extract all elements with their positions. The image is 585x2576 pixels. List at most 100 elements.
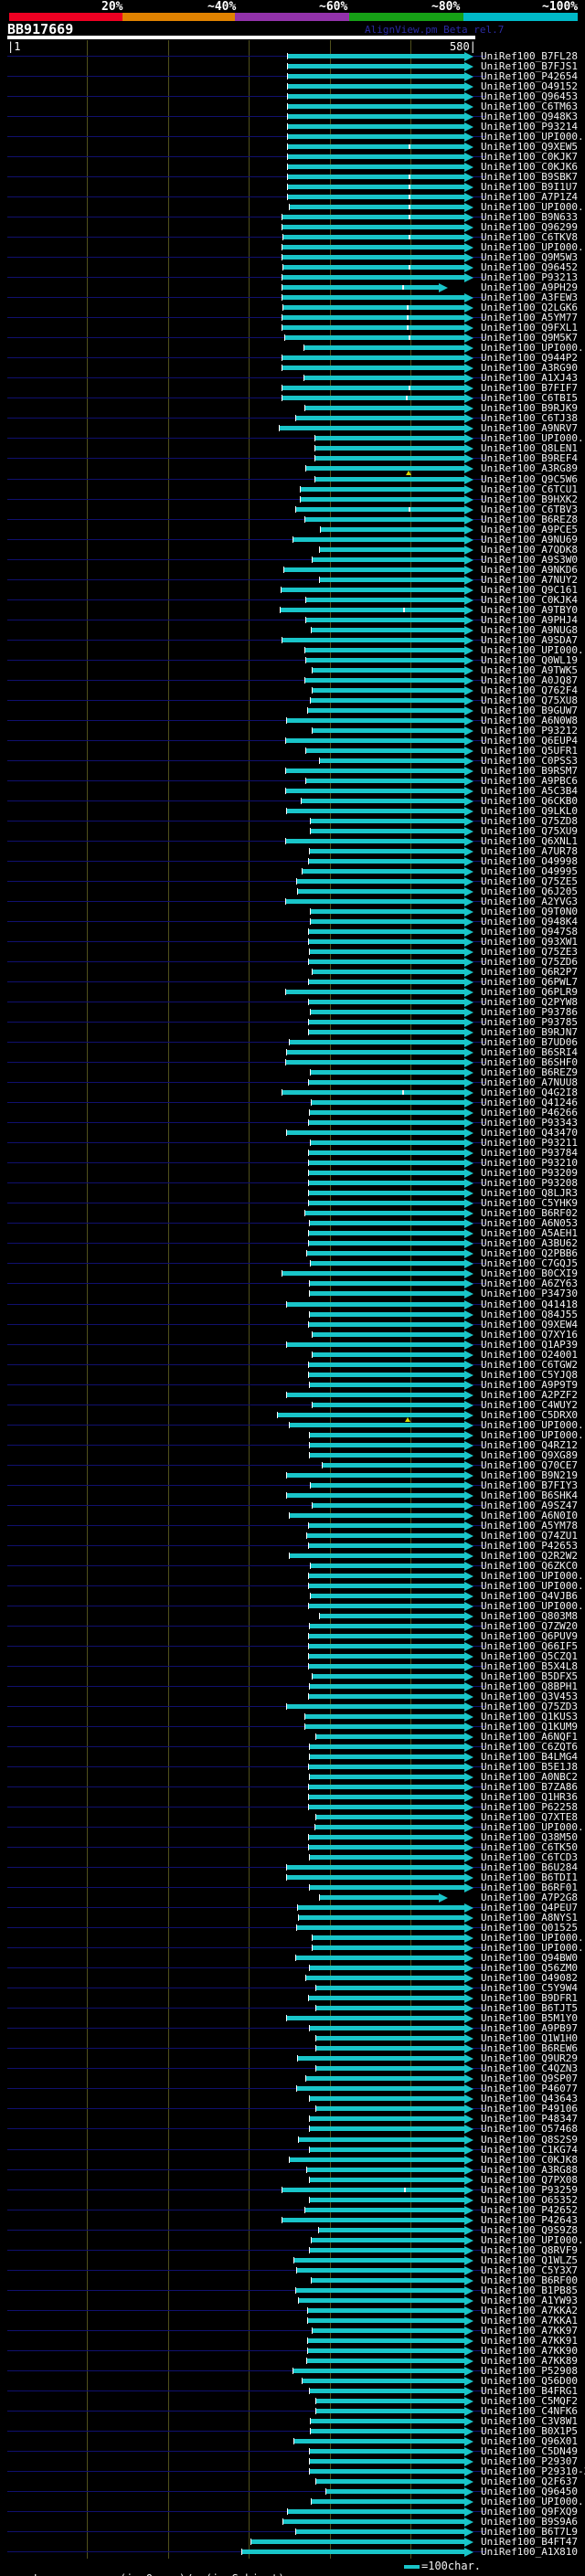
hit-bar[interactable] <box>297 1925 464 1931</box>
hit-label[interactable]: UniRef100_Q2F637 <box>481 2475 578 2487</box>
hit-label[interactable]: UniRef100_Q944P2 <box>481 352 578 365</box>
hit-bar[interactable] <box>312 627 464 632</box>
hit-label[interactable]: UniRef100_Q74ZU1 <box>481 1529 578 1542</box>
hit-label[interactable]: UniRef100_Q96299 <box>481 221 578 234</box>
hit-label[interactable]: UniRef100_A0NBC2 <box>481 1771 578 1784</box>
hit-label[interactable]: UniRef100_B7FL28 <box>481 50 578 62</box>
hit-label[interactable]: UniRef100_P93211 <box>481 1137 578 1150</box>
hit-bar[interactable] <box>313 1673 464 1679</box>
hit-label[interactable]: UniRef100_P52908 <box>481 2364 578 2377</box>
hit-bar[interactable] <box>313 1352 464 1357</box>
hit-label[interactable]: UniRef100_A7KK91 <box>481 2334 578 2347</box>
hit-bar[interactable] <box>288 124 464 130</box>
hit-bar[interactable] <box>309 1643 464 1648</box>
hit-label[interactable]: UniRef100_P93786 <box>481 1006 578 1019</box>
hit-label[interactable]: UniRef100_Q8RVF9 <box>481 2243 578 2256</box>
hit-label[interactable]: UniRef100_C6TGW2 <box>481 1358 578 1371</box>
hit-bar[interactable] <box>304 345 464 351</box>
hit-label[interactable]: UniRef100_Q9T0N0 <box>481 906 578 918</box>
hit-label[interactable]: UniRef100_B6TDI1 <box>481 1871 578 1884</box>
hit-label[interactable]: UniRef100_Q4PEU7 <box>481 1902 578 1914</box>
hit-label[interactable]: UniRef100_C0KJK8 <box>481 2153 578 2166</box>
hit-bar[interactable] <box>310 1110 464 1116</box>
hit-label[interactable]: UniRef100_B5M1Y0 <box>481 2012 578 2025</box>
hit-bar[interactable] <box>311 1563 464 1568</box>
hit-label[interactable]: UniRef100_B9REF4 <box>481 452 578 465</box>
hit-label[interactable]: UniRef100_Q8S2S9 <box>481 2133 578 2146</box>
hit-bar[interactable] <box>309 1785 464 1790</box>
hit-bar[interactable] <box>305 2207 464 2212</box>
hit-bar[interactable] <box>309 1996 464 2001</box>
hit-label[interactable]: UniRef100_Q4G2I8 <box>481 1087 578 1099</box>
hit-bar[interactable] <box>282 587 464 592</box>
hit-label[interactable]: UniRef100_C4NFK6 <box>481 2404 578 2417</box>
hit-bar[interactable] <box>315 456 464 461</box>
hit-label[interactable]: UniRef100_Q1W1H0 <box>481 2032 578 2045</box>
hit-label[interactable]: UniRef100_UPI000.. <box>481 432 585 445</box>
hit-label[interactable]: UniRef100_A7NUU8 <box>481 1076 578 1089</box>
hit-bar[interactable] <box>316 2478 464 2484</box>
hit-label[interactable]: UniRef100_A7KK97 <box>481 2324 578 2337</box>
hit-bar[interactable] <box>310 2468 464 2474</box>
hit-bar[interactable] <box>309 1522 464 1528</box>
hit-label[interactable]: UniRef100_B4LMG4 <box>481 1751 578 1764</box>
hit-bar[interactable] <box>288 134 464 140</box>
hit-bar[interactable] <box>313 970 464 975</box>
hit-bar[interactable] <box>309 1693 464 1699</box>
hit-label[interactable]: UniRef100_Q96450 <box>481 2485 578 2497</box>
hit-label[interactable]: UniRef100_Q1KUM9 <box>481 1721 578 1733</box>
hit-label[interactable]: UniRef100_B6TJT5 <box>481 2002 578 2015</box>
hit-bar[interactable] <box>309 1542 464 1548</box>
hit-bar[interactable] <box>299 2136 464 2142</box>
hit-bar[interactable] <box>286 990 464 995</box>
hit-label[interactable]: UniRef100_B7FJS1 <box>481 60 578 72</box>
hit-label[interactable]: UniRef100_C5YJQ8 <box>481 1368 578 1381</box>
hit-label[interactable]: UniRef100_C6TCD3 <box>481 1851 578 1864</box>
hit-bar[interactable] <box>316 2066 464 2072</box>
hit-bar[interactable] <box>311 697 464 703</box>
hit-label[interactable]: UniRef100_Q9LKL0 <box>481 804 578 817</box>
hit-bar[interactable] <box>309 1805 464 1810</box>
hit-label[interactable]: UniRef100_Q9FXQ9 <box>481 2505 578 2518</box>
hit-bar[interactable] <box>298 1905 464 1911</box>
hit-bar[interactable] <box>309 1845 464 1850</box>
hit-label[interactable]: UniRef100_P93343 <box>481 1117 578 1129</box>
hit-label[interactable]: UniRef100_B6RF02 <box>481 1207 578 1220</box>
hit-label[interactable]: UniRef100_Q1AP39 <box>481 1338 578 1351</box>
hit-label[interactable]: UniRef100_A6NQF1 <box>481 1731 578 1744</box>
hit-label[interactable]: UniRef100_UPI000.. <box>481 131 585 143</box>
hit-bar[interactable] <box>309 1171 464 1176</box>
hit-bar[interactable] <box>287 1130 464 1136</box>
hit-bar[interactable] <box>290 1512 464 1518</box>
hit-label[interactable]: UniRef100_O24001 <box>481 1348 578 1361</box>
hit-label[interactable]: UniRef100_C6ZQT6 <box>481 1741 578 1754</box>
hit-label[interactable]: UniRef100_UPI000.. <box>481 201 585 214</box>
hit-label[interactable]: UniRef100_B5DFX5 <box>481 1670 578 1682</box>
hit-label[interactable]: UniRef100_C0KJK4 <box>481 593 578 606</box>
hit-bar[interactable] <box>309 1120 464 1126</box>
hit-bar[interactable] <box>299 2297 464 2303</box>
hit-bar[interactable] <box>309 1000 464 1005</box>
hit-bar[interactable] <box>284 567 464 572</box>
hit-bar[interactable] <box>305 647 464 652</box>
hit-bar[interactable] <box>310 2197 464 2202</box>
hit-label[interactable]: UniRef100_B9RJN7 <box>481 1026 578 1039</box>
hit-label[interactable]: UniRef100_O65352 <box>481 2193 578 2206</box>
hit-label[interactable]: UniRef100_A7KK89 <box>481 2354 578 2367</box>
hit-bar[interactable] <box>313 1331 464 1337</box>
hit-label[interactable]: UniRef100_A9PHJ4 <box>481 613 578 626</box>
hit-label[interactable]: UniRef100_C5DRX0 <box>481 1408 578 1421</box>
hit-label[interactable]: UniRef100_B6RF00 <box>481 2274 578 2286</box>
hit-bar[interactable] <box>288 144 464 150</box>
hit-label[interactable]: UniRef100_B6REZ8 <box>481 513 578 525</box>
hit-label[interactable]: UniRef100_B7FIF7 <box>481 382 578 395</box>
hit-bar[interactable] <box>297 878 464 884</box>
hit-label[interactable]: UniRef100_A5AEH1 <box>481 1227 578 1240</box>
hit-label[interactable]: UniRef100_Q75XU9 <box>481 824 578 837</box>
hit-bar[interactable] <box>288 64 464 69</box>
hit-label[interactable]: UniRef100_B7FIY3 <box>481 1479 578 1491</box>
hit-bar[interactable] <box>288 94 464 100</box>
hit-bar[interactable] <box>282 396 464 401</box>
hit-label[interactable]: UniRef100_O49998 <box>481 854 578 867</box>
hit-label[interactable]: UniRef100_P93212 <box>481 724 578 737</box>
